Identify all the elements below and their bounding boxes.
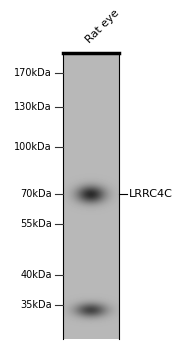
Text: 40kDa: 40kDa [20, 270, 52, 280]
Text: 35kDa: 35kDa [20, 300, 52, 310]
Text: Rat eye: Rat eye [84, 8, 121, 45]
Text: 70kDa: 70kDa [20, 189, 52, 199]
Text: LRRC4C: LRRC4C [128, 189, 172, 199]
Text: 130kDa: 130kDa [14, 102, 52, 112]
Text: 55kDa: 55kDa [20, 219, 52, 230]
Text: 170kDa: 170kDa [14, 68, 52, 78]
Text: 100kDa: 100kDa [14, 142, 52, 152]
